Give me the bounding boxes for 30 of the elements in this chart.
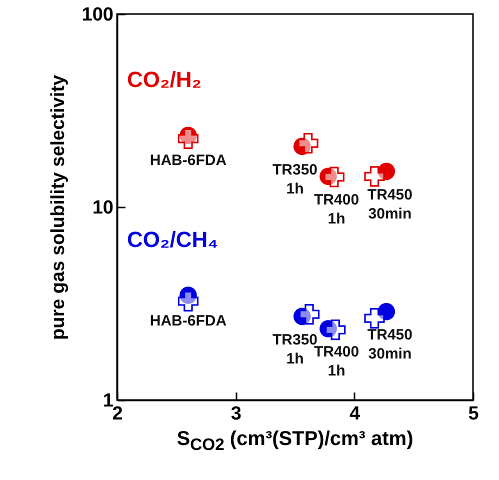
x-tick-label: 5 xyxy=(468,404,480,424)
point xyxy=(298,132,318,154)
y-tick-label: 1 xyxy=(102,390,114,412)
y-axis-title: pure gas solubility selectivity xyxy=(48,74,69,340)
point xyxy=(298,304,320,325)
point xyxy=(320,168,337,186)
y-tick-label: 10 xyxy=(92,198,114,218)
point xyxy=(180,126,197,144)
annotation: HAB-6FDA xyxy=(150,312,227,330)
annotation: TR450 30min xyxy=(367,186,412,222)
x-tick-label: 4 xyxy=(350,404,361,424)
annotation: HAB-6FDA xyxy=(150,152,227,170)
y-tick-label: 100 xyxy=(82,4,114,26)
point xyxy=(378,162,396,180)
point xyxy=(364,166,385,187)
point xyxy=(364,308,385,329)
point xyxy=(293,138,311,156)
series-label: CO₂/H₂ xyxy=(127,67,202,92)
point xyxy=(324,166,344,188)
point xyxy=(378,302,396,320)
series-label: CO₂/CH₄ xyxy=(127,227,218,252)
point xyxy=(293,308,311,326)
point xyxy=(325,320,346,340)
x-axis-title: S$_{CO2}$ (cm³(STP)/cm³ atm) xyxy=(176,428,414,455)
annotation: TR400 1h xyxy=(314,191,360,228)
point xyxy=(178,290,198,312)
x-tick-label: 2 xyxy=(112,404,123,424)
annotation: TR450 30min xyxy=(367,326,412,363)
x-tick-label: 3 xyxy=(230,404,242,424)
point xyxy=(178,128,198,149)
